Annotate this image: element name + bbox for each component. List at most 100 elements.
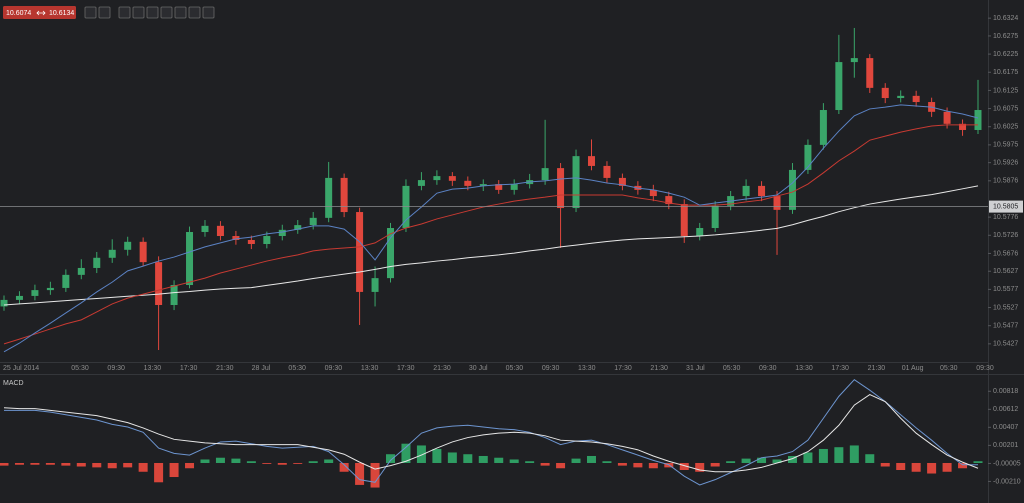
y-tick-label: 10.6025 — [993, 124, 1018, 131]
x-tick-label: 05:30 — [288, 365, 306, 372]
histogram-bar — [138, 462, 148, 472]
template-button[interactable] — [174, 6, 187, 19]
histogram-bar — [927, 462, 937, 474]
histogram-bar — [154, 462, 164, 483]
x-tick-label: 21:30 — [433, 365, 451, 372]
moving-average-line — [3, 185, 979, 306]
candle-body — [464, 180, 472, 186]
histogram-bar — [617, 462, 627, 466]
candle-body — [742, 185, 750, 197]
x-tick-label: 13:30 — [144, 365, 162, 372]
y-tick-label: 10.5876 — [993, 178, 1018, 185]
candle-body — [587, 156, 595, 166]
histogram-bar — [447, 452, 457, 463]
edit-button[interactable] — [202, 6, 215, 19]
histogram-bar — [896, 462, 906, 471]
candle-body — [773, 196, 781, 210]
y-tick-label: 10.5577 — [993, 286, 1018, 293]
histogram-bar — [308, 461, 318, 463]
candle-body — [309, 217, 317, 226]
histogram-bar — [463, 454, 473, 463]
candle-body — [541, 168, 549, 181]
x-tick-label: 31 Jul — [686, 365, 705, 372]
x-tick-label: 09:30 — [976, 365, 994, 372]
histogram-bar — [849, 445, 859, 463]
y-tick-label: 0.00612 — [993, 406, 1018, 413]
candle-body — [263, 236, 271, 244]
histogram-bar — [540, 462, 550, 466]
candle-body — [912, 95, 920, 103]
y-tick-label: -0.00210 — [993, 478, 1021, 485]
histogram-bar — [76, 462, 86, 467]
y-tick-label: 10.6225 — [993, 51, 1018, 58]
histogram-bar — [401, 443, 411, 463]
histogram-bar — [571, 458, 581, 463]
draw-button[interactable] — [146, 6, 159, 19]
histogram-bar — [973, 461, 983, 463]
candle-body — [850, 58, 858, 63]
candle-body — [93, 257, 101, 268]
candle-body — [46, 287, 54, 291]
zoom-in-button[interactable] — [84, 6, 97, 19]
indicator-button[interactable] — [132, 6, 145, 19]
candle-body — [278, 229, 286, 237]
candle-body — [139, 241, 147, 263]
y-tick-label: 10.5527 — [993, 304, 1018, 311]
y-tick-label: 10.6075 — [993, 105, 1018, 112]
histogram-bar — [911, 462, 921, 472]
last-price-label: 10.5805 — [993, 203, 1018, 210]
candle-body — [417, 180, 425, 186]
zoom-out-button[interactable] — [98, 6, 111, 19]
candle-body — [618, 177, 626, 186]
x-tick-label: 13:30 — [795, 365, 813, 372]
candle-body — [479, 184, 487, 186]
candle-body — [665, 196, 673, 205]
candle-body — [356, 212, 364, 292]
candle-body — [62, 274, 70, 288]
swap-icon — [36, 10, 46, 16]
x-tick-label: 09:30 — [325, 365, 343, 372]
candle-body — [201, 225, 209, 233]
candle-body — [186, 232, 194, 286]
save-button[interactable] — [188, 6, 201, 19]
settings-button[interactable] — [160, 6, 173, 19]
candle-body — [603, 165, 611, 178]
candle-body — [77, 267, 85, 275]
histogram-bar — [215, 457, 225, 463]
candle-body — [649, 189, 657, 197]
candle-body — [247, 240, 255, 244]
histogram-bar — [818, 448, 828, 463]
candle-body — [819, 110, 827, 145]
y-tick-label: 10.6175 — [993, 69, 1018, 76]
x-tick-label: 13:30 — [578, 365, 596, 372]
y-tick-label: 10.5975 — [993, 142, 1018, 149]
y-tick-label: 10.5676 — [993, 250, 1018, 257]
histogram-bar — [757, 457, 767, 463]
candle-body — [510, 184, 518, 190]
candle-body — [15, 295, 23, 300]
histogram-bar — [494, 457, 504, 463]
histogram-bar — [834, 447, 844, 463]
candle-body — [170, 285, 178, 305]
toolbar: 10.6074 10.6134 — [3, 6, 215, 19]
x-tick-label: 09:30 — [759, 365, 777, 372]
candle-body — [881, 87, 889, 99]
candle-body — [696, 228, 704, 237]
histogram-bar — [339, 462, 349, 472]
candle-body — [294, 225, 302, 230]
histogram-bar — [293, 462, 303, 464]
histogram-bar — [478, 455, 488, 463]
histogram-bar — [200, 459, 210, 463]
candle-body — [680, 204, 688, 237]
y-tick-label: 10.5776 — [993, 214, 1018, 221]
histogram-bar — [231, 458, 241, 463]
y-tick-label: 10.5627 — [993, 268, 1018, 275]
x-tick-label: 13:30 — [361, 365, 379, 372]
price-box[interactable] — [3, 6, 76, 19]
y-tick-label: 10.5926 — [993, 160, 1018, 167]
candle-body — [711, 205, 719, 229]
chart-type-button[interactable] — [118, 6, 131, 19]
histogram-bar — [586, 455, 596, 463]
x-tick-label: 28 Jul — [252, 365, 271, 372]
